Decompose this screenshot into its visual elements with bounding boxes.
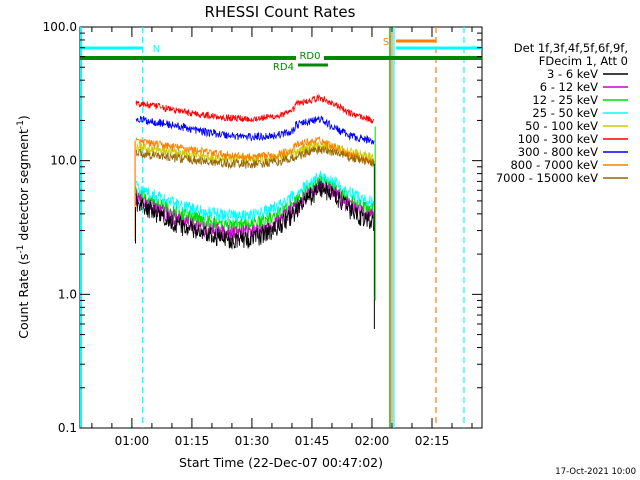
footer-date: 17-Oct-2021 10:00 (555, 467, 636, 477)
annotation-label-s: S (383, 37, 389, 48)
x-tick-label: 02:00 (355, 434, 390, 448)
legend-item-label: 12 - 25 keV (532, 93, 598, 107)
x-axis-label: Start Time (22-Dec-07 00:47:02) (179, 455, 383, 470)
x-tick-label: 01:00 (115, 434, 150, 448)
x-tick-label: 02:15 (415, 434, 450, 448)
legend-item-label: 6 - 12 keV (540, 80, 598, 94)
y-axis-ticks: 100.0 10.0 1.0 0.1 (43, 20, 482, 435)
y-axis-label: Count Rate (s-1 detector segment-1) (16, 115, 31, 339)
series-line-8 (135, 144, 375, 170)
annotation-label-rd4: RD4 (273, 62, 294, 73)
legend: Det 1f,3f,4f,5f,6f,9f, FDecim 1, Att 0 3… (496, 41, 628, 185)
legend-header-line-2: FDecim 1, Att 0 (539, 54, 628, 68)
series-line-6 (135, 115, 375, 145)
y-tick-label: 10.0 (50, 154, 77, 168)
legend-header-line-1: Det 1f,3f,4f,5f,6f,9f, (514, 41, 628, 55)
legend-item-label: 3 - 6 keV (547, 67, 598, 81)
legend-item-label: 300 - 800 keV (518, 145, 598, 159)
series-line-0 (135, 180, 375, 250)
legend-item-label: 25 - 50 keV (532, 106, 598, 120)
x-axis-ticks: 01:00 01:15 01:30 01:45 02:00 02:15 (91, 27, 473, 448)
rd0-label-bg (295, 52, 324, 63)
legend-item-label: 800 - 7000 keV (510, 158, 598, 172)
annotation-label-rd0: RD0 (299, 51, 320, 62)
y-tick-label: 0.1 (58, 421, 77, 435)
y-tick-label: 1.0 (58, 287, 77, 301)
legend-item-label: 100 - 300 keV (518, 132, 598, 146)
legend-item-label: 7000 - 15000 keV (496, 171, 598, 185)
annotation-label-n: N (153, 44, 160, 55)
legend-item-label: 50 - 100 keV (525, 119, 598, 133)
x-tick-label: 01:30 (235, 434, 270, 448)
vertical-markers (80, 27, 465, 428)
series-lines (134, 93, 376, 330)
x-tick-label: 01:15 (175, 434, 210, 448)
series-line-7 (135, 136, 375, 167)
x-tick-label: 01:45 (295, 434, 330, 448)
y-tick-label: 100.0 (43, 20, 77, 34)
annotation-bars: N RD0 RD4 S (80, 37, 482, 73)
series-line-2 (135, 175, 375, 234)
series-line-5 (135, 93, 375, 124)
chart-title: RHESSI Count Rates (205, 3, 356, 21)
